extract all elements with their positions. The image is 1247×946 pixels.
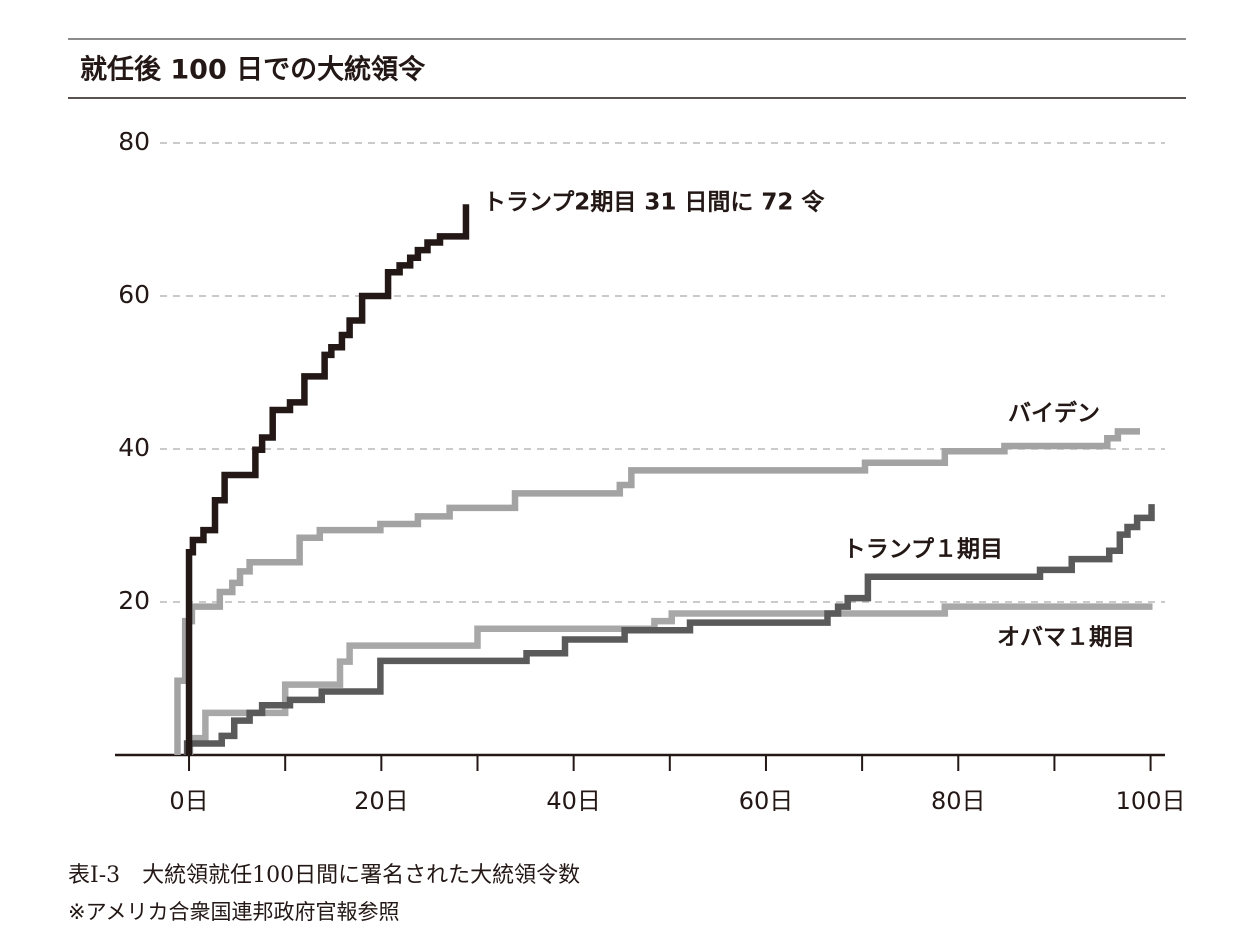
caption: 表I-3 大統領就任100日間に署名された大統領令数 — [68, 863, 580, 888]
x-tick-label: 0日 — [169, 787, 208, 815]
series-label: オバマ１期目 — [997, 625, 1135, 651]
series-label: トランプ１期目 — [843, 537, 1003, 563]
x-tick-label: 40日 — [546, 787, 601, 815]
step-line — [183, 504, 1155, 755]
y-tick-label: 20 — [118, 586, 150, 615]
y-tick-label: 60 — [118, 280, 150, 309]
series-label: バイデン — [1008, 400, 1100, 427]
x-tick-label: 20日 — [354, 787, 409, 815]
x-tick-label: 80日 — [931, 787, 986, 815]
step-line — [174, 428, 1140, 755]
step-line — [186, 603, 1153, 755]
y-tick-label: 40 — [118, 433, 150, 462]
series-label: トランプ2期目 31 日間に 72 令 — [483, 189, 825, 216]
x-tick-label: 60日 — [739, 787, 794, 815]
chart-title: 就任後 100 日での大統領令 — [80, 54, 426, 86]
note: ※アメリカ合衆国連邦政府官報参照 — [68, 900, 400, 924]
y-tick-label: 80 — [118, 127, 150, 156]
step-line — [185, 204, 470, 755]
x-tick-label: 100日 — [1116, 787, 1186, 815]
